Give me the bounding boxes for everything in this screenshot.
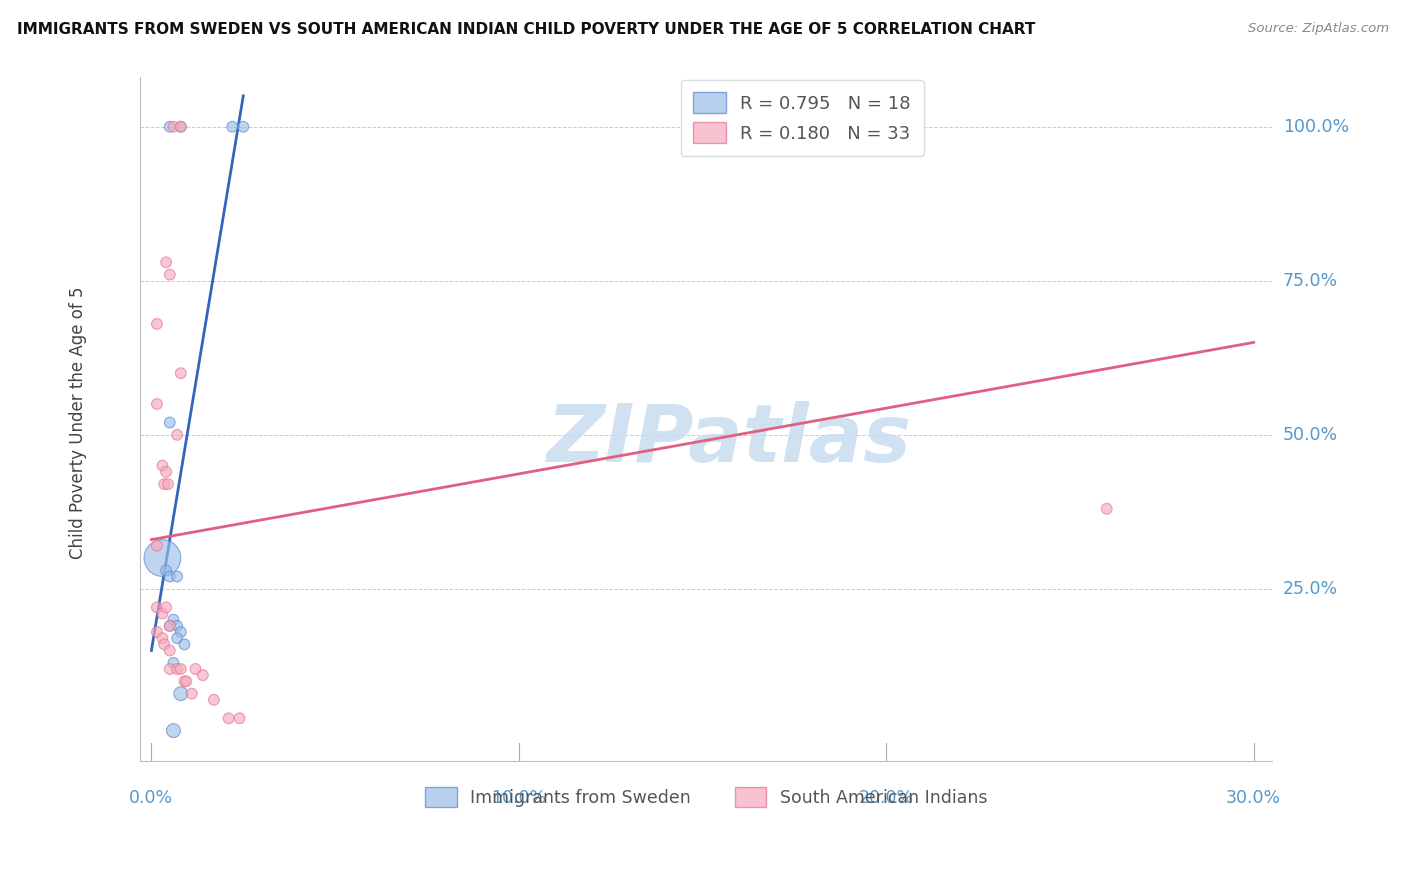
- Point: [176, 674, 198, 689]
- Point: [159, 416, 181, 430]
- Point: [228, 711, 250, 725]
- Point: [162, 723, 184, 738]
- Point: [162, 656, 184, 670]
- Text: ZIPatlas: ZIPatlas: [547, 401, 911, 479]
- Point: [166, 427, 188, 442]
- Point: [155, 465, 177, 479]
- Point: [159, 268, 181, 282]
- Point: [166, 619, 188, 633]
- Point: [146, 539, 169, 553]
- Point: [159, 619, 181, 633]
- Point: [232, 120, 254, 134]
- Point: [152, 607, 174, 621]
- Text: 75.0%: 75.0%: [1284, 272, 1339, 290]
- Point: [159, 120, 181, 134]
- Point: [170, 120, 193, 134]
- Point: [173, 637, 195, 651]
- Point: [146, 397, 169, 411]
- Point: [159, 662, 181, 676]
- Point: [166, 631, 188, 645]
- Point: [162, 613, 184, 627]
- Text: 50.0%: 50.0%: [1284, 425, 1339, 444]
- Point: [152, 551, 174, 566]
- Point: [202, 693, 225, 707]
- Point: [184, 662, 207, 676]
- Point: [170, 366, 193, 380]
- Text: 0.0%: 0.0%: [129, 789, 173, 807]
- Text: Source: ZipAtlas.com: Source: ZipAtlas.com: [1249, 22, 1389, 36]
- Point: [153, 477, 176, 491]
- Point: [159, 643, 181, 657]
- Text: IMMIGRANTS FROM SWEDEN VS SOUTH AMERICAN INDIAN CHILD POVERTY UNDER THE AGE OF 5: IMMIGRANTS FROM SWEDEN VS SOUTH AMERICAN…: [17, 22, 1035, 37]
- Point: [1095, 501, 1118, 516]
- Point: [155, 600, 177, 615]
- Point: [166, 662, 188, 676]
- Point: [170, 120, 193, 134]
- Point: [180, 687, 202, 701]
- Point: [218, 711, 240, 725]
- Point: [170, 687, 193, 701]
- Point: [159, 569, 181, 583]
- Point: [159, 619, 181, 633]
- Point: [173, 674, 195, 689]
- Point: [155, 255, 177, 269]
- Point: [191, 668, 214, 682]
- Point: [152, 631, 174, 645]
- Point: [170, 625, 193, 640]
- Point: [221, 120, 243, 134]
- Text: 30.0%: 30.0%: [1226, 789, 1281, 807]
- Point: [146, 625, 169, 640]
- Point: [162, 120, 184, 134]
- Point: [170, 662, 193, 676]
- Point: [146, 317, 169, 331]
- Text: 25.0%: 25.0%: [1284, 580, 1339, 598]
- Point: [166, 569, 188, 583]
- Text: 20.0%: 20.0%: [859, 789, 914, 807]
- Point: [152, 458, 174, 473]
- Point: [155, 563, 177, 577]
- Text: Child Poverty Under the Age of 5: Child Poverty Under the Age of 5: [69, 286, 87, 558]
- Text: 10.0%: 10.0%: [491, 789, 547, 807]
- Point: [146, 600, 169, 615]
- Point: [153, 637, 176, 651]
- Text: 100.0%: 100.0%: [1284, 118, 1350, 136]
- Legend: Immigrants from Sweden, South American Indians: Immigrants from Sweden, South American I…: [419, 780, 994, 814]
- Point: [156, 477, 179, 491]
